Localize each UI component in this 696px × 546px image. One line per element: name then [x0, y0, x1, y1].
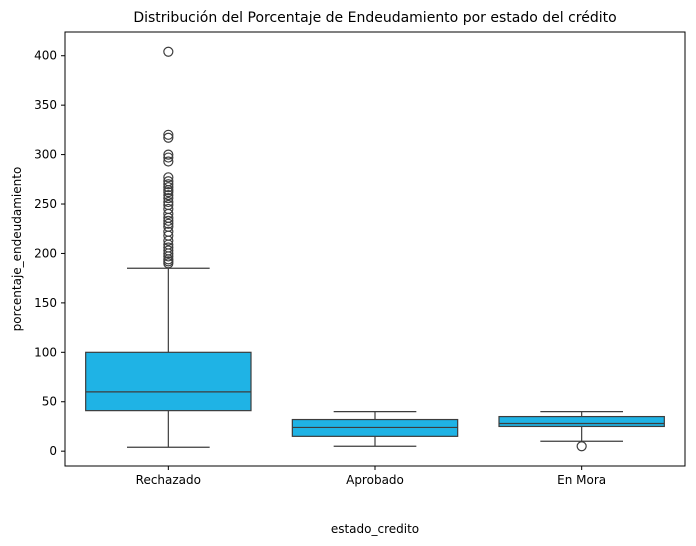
outlier-point	[163, 190, 174, 201]
plot-area	[85, 46, 665, 452]
outlier-point	[163, 156, 174, 167]
y-tick-label: 300	[34, 148, 57, 162]
y-tick-label: 350	[34, 98, 57, 112]
iqr-box	[498, 415, 665, 428]
y-tick-label: 100	[34, 345, 57, 359]
outlier-point	[576, 441, 587, 452]
outlier-point	[163, 179, 174, 190]
x-axis-label: estado_credito	[331, 522, 419, 536]
outlier-point	[163, 46, 174, 57]
outlier-point	[163, 149, 174, 160]
box-group-aprobado	[291, 411, 459, 447]
outlier-point	[163, 199, 174, 211]
outlier-point	[163, 226, 174, 237]
y-tick-label: 200	[34, 246, 57, 260]
y-axis-label: porcentaje_endeudamiento	[10, 167, 24, 332]
outlier-point	[163, 203, 174, 215]
box-group-en-mora	[498, 411, 665, 452]
y-tick-label: 400	[34, 49, 57, 63]
outlier-point	[163, 176, 174, 187]
outlier-point	[163, 172, 174, 183]
x-tick-label: Aprobado	[346, 473, 404, 487]
y-tick-label: 250	[34, 197, 57, 211]
outlier-point	[163, 182, 174, 193]
x-tick-label: Rechazado	[136, 473, 201, 487]
iqr-box	[85, 351, 252, 412]
x-axis: Rechazado Aprobado En Mora	[136, 466, 606, 487]
y-tick-label: 150	[34, 296, 57, 310]
outlier-point	[163, 132, 174, 143]
y-axis: 0 50 100 150 200 250 300 350 400	[34, 49, 65, 458]
chart-title: Distribución del Porcentaje de Endeudami…	[133, 10, 616, 26]
outlier-point	[163, 215, 174, 226]
outlier-point	[163, 196, 174, 208]
x-tick-label: En Mora	[557, 473, 606, 487]
box-group-rechazado	[85, 46, 252, 448]
outlier-point	[163, 152, 174, 163]
y-tick-label: 50	[42, 395, 57, 409]
outlier-point	[163, 129, 174, 140]
outlier-point	[163, 192, 174, 204]
y-tick-label: 0	[49, 444, 57, 458]
outlier-point	[163, 242, 174, 253]
outlier-point	[163, 218, 174, 229]
outlier-point	[163, 245, 174, 256]
